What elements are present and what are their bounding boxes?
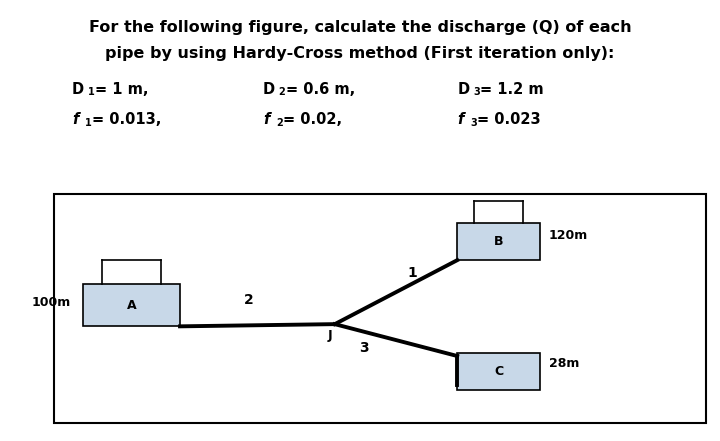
Text: = 1.2 m: = 1.2 m	[480, 82, 544, 97]
Text: pipe by using Hardy-Cross method (First iteration only):: pipe by using Hardy-Cross method (First …	[105, 46, 615, 61]
Text: D: D	[263, 82, 275, 97]
Text: D: D	[72, 82, 84, 97]
Text: = 0.6 m,: = 0.6 m,	[286, 82, 355, 97]
Text: A: A	[127, 299, 136, 312]
Text: f: f	[457, 112, 464, 127]
Text: f: f	[263, 112, 269, 127]
Text: D: D	[457, 82, 469, 97]
Text: B: B	[494, 235, 503, 248]
Text: 3: 3	[470, 118, 477, 128]
Text: = 0.02,: = 0.02,	[283, 112, 342, 127]
Text: 2: 2	[279, 87, 285, 97]
Text: = 1 m,: = 1 m,	[95, 82, 148, 97]
Text: 2: 2	[276, 118, 282, 128]
Text: 120m: 120m	[549, 229, 588, 243]
Text: 28m: 28m	[549, 357, 579, 370]
Text: f: f	[72, 112, 78, 127]
Text: C: C	[494, 365, 503, 378]
Text: 1: 1	[85, 118, 91, 128]
Text: 3: 3	[473, 87, 480, 97]
Text: 2: 2	[243, 293, 253, 307]
Text: 3: 3	[359, 341, 369, 355]
Text: = 0.013,: = 0.013,	[92, 112, 161, 127]
Text: For the following figure, calculate the discharge (Q) of each: For the following figure, calculate the …	[89, 20, 631, 35]
Text: 1: 1	[407, 266, 417, 280]
Text: 100m: 100m	[31, 295, 71, 309]
Text: 1: 1	[88, 87, 94, 97]
Text: J: J	[328, 329, 332, 341]
Text: = 0.023: = 0.023	[477, 112, 541, 127]
